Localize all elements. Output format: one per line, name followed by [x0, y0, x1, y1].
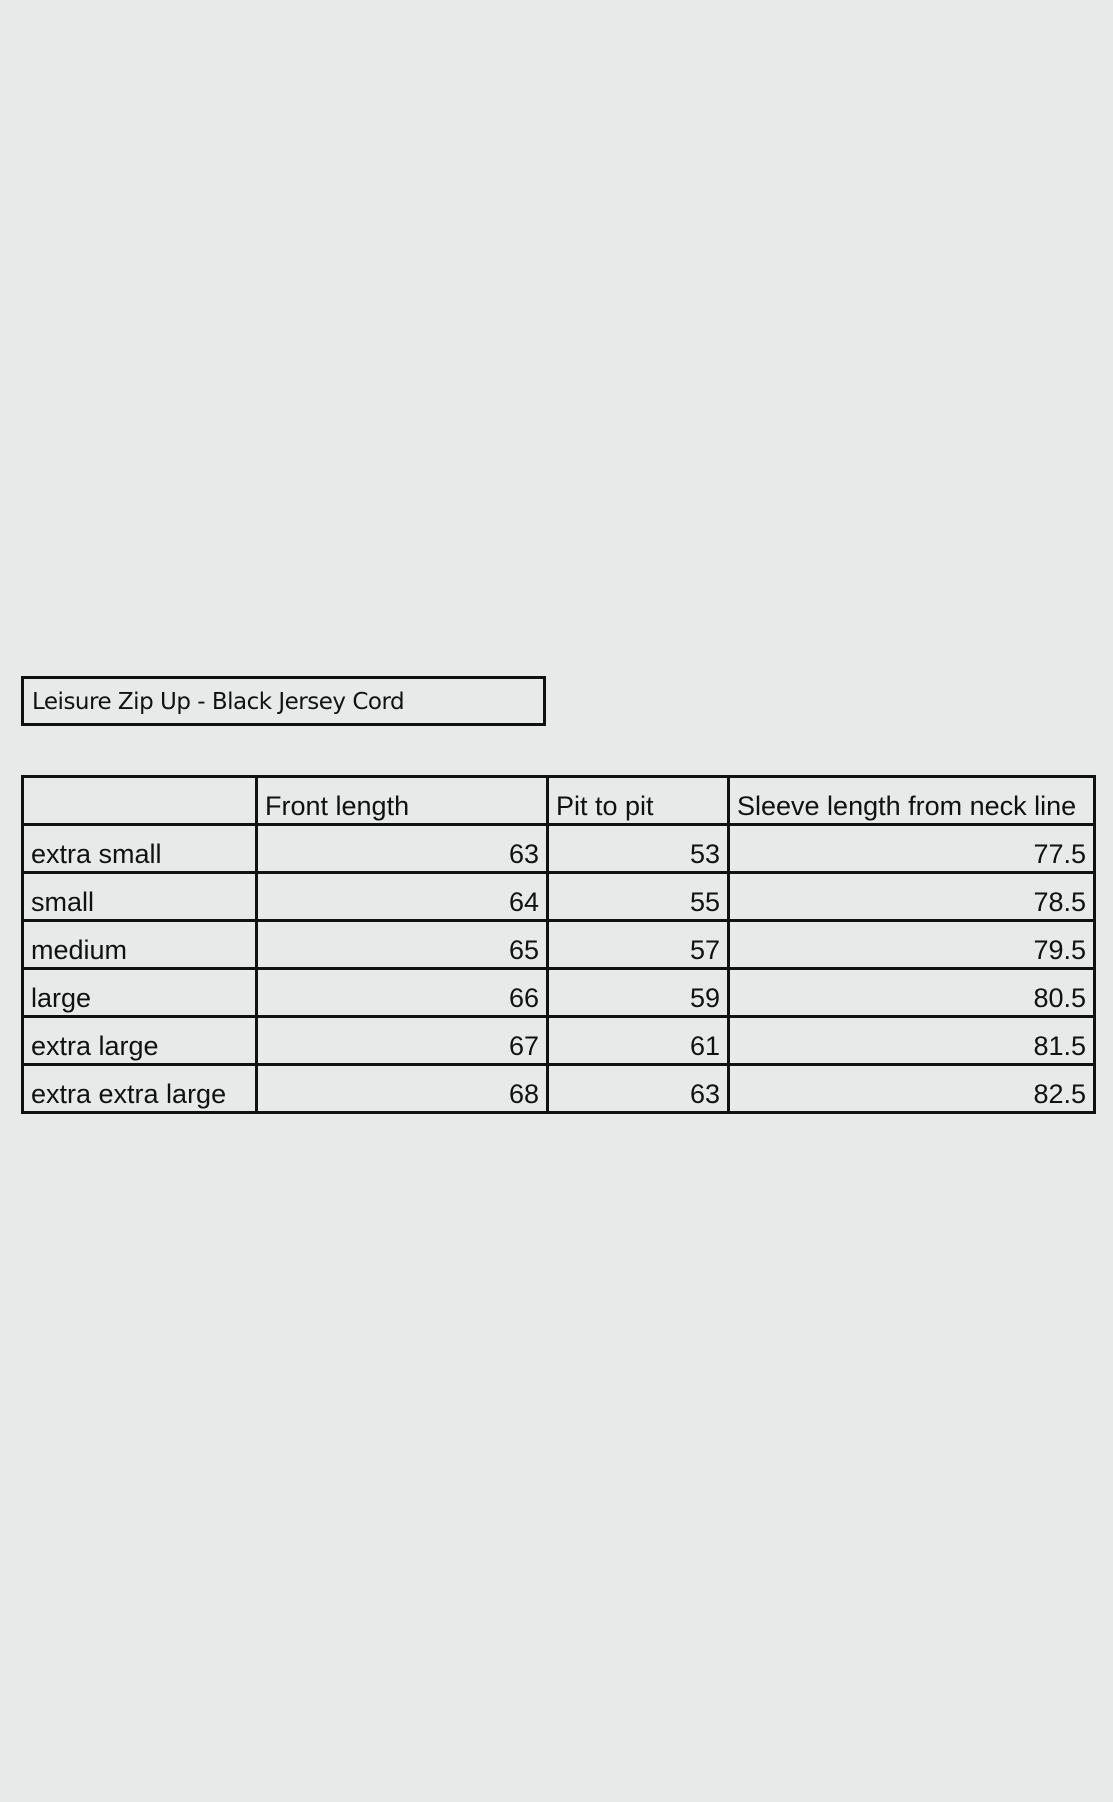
cell-sleeve-length: 77.5: [727, 823, 1096, 874]
header-pit-to-pit: Pit to pit: [546, 775, 730, 826]
table-row: extra large 67 61 81.5: [21, 1015, 1096, 1066]
cell-sleeve-length: 81.5: [727, 1015, 1096, 1066]
cell-pit-to-pit: 63: [546, 1063, 730, 1114]
cell-size-label: extra small: [21, 823, 258, 874]
cell-front-length: 66: [255, 967, 549, 1018]
cell-size-label: large: [21, 967, 258, 1018]
cell-sleeve-length: 79.5: [727, 919, 1096, 970]
header-row: Front length Pit to pit Sleeve length fr…: [21, 775, 1096, 826]
table-row: medium 65 57 79.5: [21, 919, 1096, 970]
cell-front-length: 67: [255, 1015, 549, 1066]
size-chart-table: Front length Pit to pit Sleeve length fr…: [21, 775, 1096, 1114]
cell-front-length: 63: [255, 823, 549, 874]
header-front-length: Front length: [255, 775, 549, 826]
cell-sleeve-length: 78.5: [727, 871, 1096, 922]
cell-sleeve-length: 82.5: [727, 1063, 1096, 1114]
cell-pit-to-pit: 55: [546, 871, 730, 922]
cell-size-label: extra extra large: [21, 1063, 258, 1114]
cell-size-label: medium: [21, 919, 258, 970]
table-row: small 64 55 78.5: [21, 871, 1096, 922]
product-title-text: Leisure Zip Up - Black Jersey Cord: [32, 689, 405, 715]
table-row: extra extra large 68 63 82.5: [21, 1063, 1096, 1114]
cell-front-length: 65: [255, 919, 549, 970]
table-row: large 66 59 80.5: [21, 967, 1096, 1018]
table-row: extra small 63 53 77.5: [21, 823, 1096, 874]
header-sleeve-length: Sleeve length from neck line: [727, 775, 1096, 826]
cell-pit-to-pit: 61: [546, 1015, 730, 1066]
cell-pit-to-pit: 57: [546, 919, 730, 970]
cell-sleeve-length: 80.5: [727, 967, 1096, 1018]
cell-front-length: 64: [255, 871, 549, 922]
product-title: Leisure Zip Up - Black Jersey Cord: [21, 676, 546, 726]
cell-pit-to-pit: 53: [546, 823, 730, 874]
cell-size-label: small: [21, 871, 258, 922]
cell-size-label: extra large: [21, 1015, 258, 1066]
header-size: [21, 775, 258, 826]
cell-front-length: 68: [255, 1063, 549, 1114]
cell-pit-to-pit: 59: [546, 967, 730, 1018]
